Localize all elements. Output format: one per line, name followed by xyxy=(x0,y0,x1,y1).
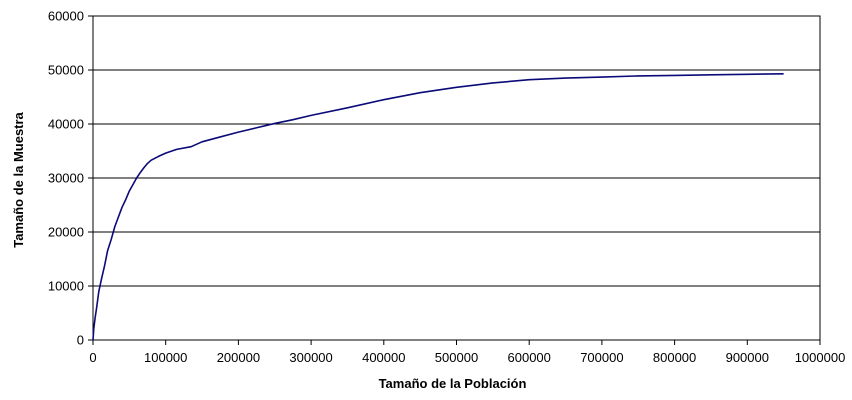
x-tick-label: 500000 xyxy=(435,350,478,365)
y-tick-label: 0 xyxy=(77,333,84,348)
series-line xyxy=(92,72,784,341)
y-tick-label: 20000 xyxy=(48,225,84,240)
x-tick-label: 1000000 xyxy=(795,350,846,365)
y-tick-label: 30000 xyxy=(48,171,84,186)
x-tick-label: 400000 xyxy=(362,350,405,365)
x-tick-label: 800000 xyxy=(653,350,696,365)
series-layer xyxy=(92,72,784,341)
y-tick-label: 50000 xyxy=(48,63,84,78)
y-tick-label: 60000 xyxy=(48,9,84,24)
y-tick-label: 10000 xyxy=(48,279,84,294)
x-tick-label: 0 xyxy=(89,350,96,365)
x-tick-label: 600000 xyxy=(508,350,551,365)
y-tick-label: 40000 xyxy=(48,117,84,132)
x-axis: 0 100000 200000 300000 400000 500000 600000 700… xyxy=(89,340,845,365)
y-axis-title: Tamaño de la Muestra xyxy=(11,111,26,247)
x-axis-title: Tamaño de la Población xyxy=(379,376,527,391)
x-tick-label: 300000 xyxy=(289,350,332,365)
x-tick-label: 700000 xyxy=(580,350,623,365)
y-axis: 0 10000 20000 30000 40000 50000 60000 xyxy=(48,9,93,348)
gridlines xyxy=(93,69,820,287)
x-tick-label: 100000 xyxy=(144,350,187,365)
x-tick-label: 200000 xyxy=(217,350,260,365)
x-tick-label: 900000 xyxy=(726,350,769,365)
